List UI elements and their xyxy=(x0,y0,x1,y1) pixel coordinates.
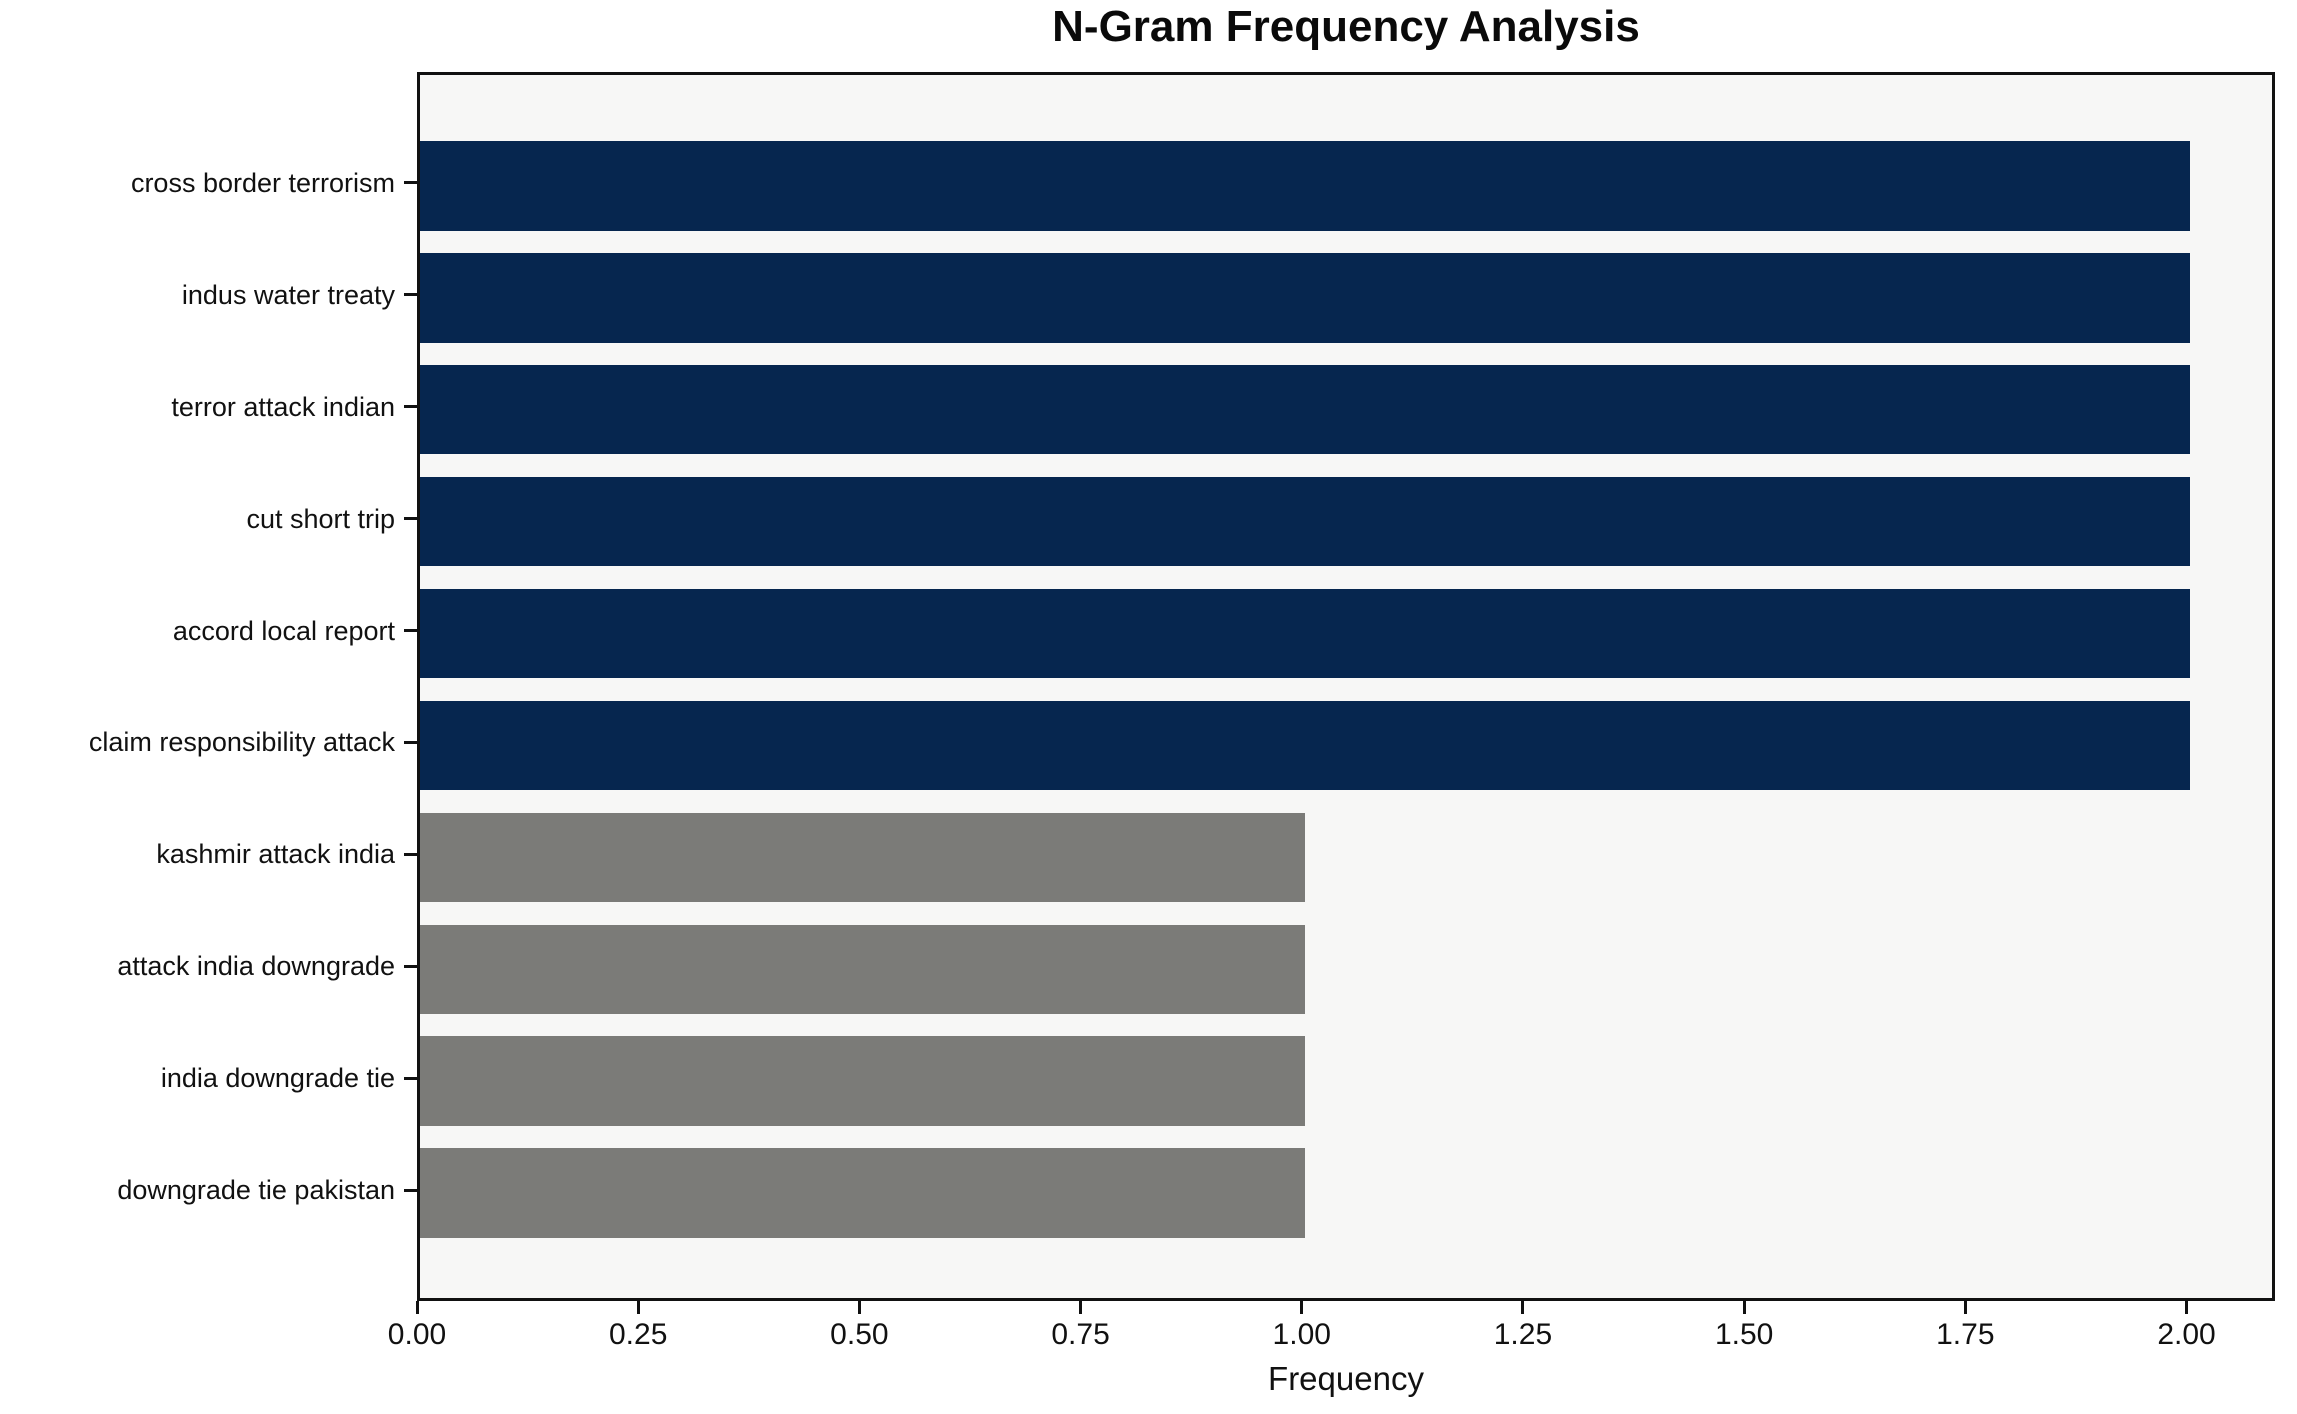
x-tick-mark xyxy=(2185,1301,2189,1314)
y-tick-mark xyxy=(404,1188,417,1192)
x-tick-mark xyxy=(1742,1301,1746,1314)
chart-title: N-Gram Frequency Analysis xyxy=(1052,2,1640,51)
y-tick-mark xyxy=(404,1076,417,1080)
x-tick-mark xyxy=(1079,1301,1083,1314)
bar-accord-local-report xyxy=(420,588,2190,679)
x-tick-label: 1.75 xyxy=(1936,1318,1995,1351)
bar-downgrade-tie-pakistan xyxy=(420,1148,1305,1238)
x-tick-mark xyxy=(415,1301,419,1314)
x-tick-label: 1.25 xyxy=(1493,1318,1553,1351)
x-tick-label: 0.75 xyxy=(1051,1318,1110,1351)
y-tick-mark xyxy=(404,517,417,521)
x-tick-label: 1.50 xyxy=(1714,1318,1774,1351)
x-tick-label: 0.25 xyxy=(608,1318,668,1351)
y-tick-label: terror attack indian xyxy=(171,391,395,422)
bar-claim-responsibility-attack xyxy=(420,700,2190,791)
x-tick-mark xyxy=(1300,1301,1304,1314)
x-axis-title: Frequency xyxy=(1268,1360,1424,1397)
x-tick-label: 1.00 xyxy=(1272,1318,1331,1351)
y-tick-label: accord local report xyxy=(172,615,395,646)
x-tick-mark xyxy=(636,1301,640,1314)
bar-attack-india-downgrade xyxy=(420,924,1305,1015)
y-tick-mark xyxy=(404,852,417,856)
y-tick-label: cut short trip xyxy=(246,503,395,534)
x-tick-label: 0.50 xyxy=(830,1318,889,1351)
x-tick-label: 0.00 xyxy=(387,1318,447,1351)
bar-terror-attack-indian xyxy=(420,364,2190,455)
y-tick-mark xyxy=(404,629,417,633)
y-tick-label: attack india downgrade xyxy=(117,951,395,982)
y-tick-label: cross border terrorism xyxy=(130,167,395,198)
y-tick-label: india downgrade tie xyxy=(160,1063,395,1094)
x-tick-label: 2.00 xyxy=(2157,1318,2216,1351)
bar-kashmir-attack-india xyxy=(420,812,1305,903)
y-tick-label: downgrade tie pakistan xyxy=(117,1175,395,1206)
x-tick-mark xyxy=(1963,1301,1967,1314)
y-tick-mark xyxy=(404,964,417,968)
bar-india-downgrade-tie xyxy=(420,1036,1305,1127)
x-tick-mark xyxy=(857,1301,861,1314)
y-tick-label: indus water treaty xyxy=(181,279,395,310)
y-tick-mark xyxy=(404,740,417,744)
bar-indus-water-treaty xyxy=(420,252,2190,343)
y-tick-mark xyxy=(404,405,417,409)
y-tick-label: kashmir attack india xyxy=(156,839,395,870)
x-tick-mark xyxy=(1521,1301,1525,1314)
plot-area xyxy=(417,72,2275,1301)
bar-cut-short-trip xyxy=(420,476,2190,567)
bar-cross-border-terrorism xyxy=(420,141,2190,231)
y-tick-mark xyxy=(404,293,417,297)
y-tick-label: claim responsibility attack xyxy=(88,727,395,758)
y-tick-mark xyxy=(404,181,417,185)
